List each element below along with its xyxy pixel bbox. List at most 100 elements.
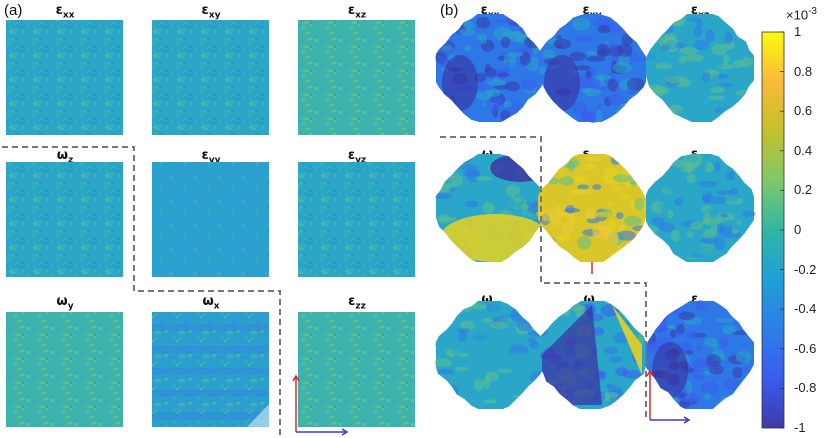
texture-spot (503, 100, 513, 108)
strain-map-zz (298, 312, 415, 427)
colorbar-tick-label: -0.2 (794, 261, 817, 277)
texture-spot (631, 392, 649, 400)
texture-spot (527, 398, 535, 411)
texture-spot (670, 17, 684, 27)
texture-spot (722, 54, 730, 65)
texture-spot (484, 326, 494, 334)
texture-spot (633, 57, 647, 62)
texture-spot (434, 358, 452, 367)
texture-spot (437, 201, 457, 209)
texture-spot (719, 336, 729, 349)
texture-spot (571, 101, 588, 115)
texture-spot (706, 207, 726, 213)
tile-subscript: xy (208, 10, 221, 21)
texture-spot (597, 25, 611, 34)
texture-spot (436, 397, 446, 409)
colorbar-exponent: ×10-3 (786, 6, 817, 22)
map-tile (298, 162, 415, 277)
texture-spot (458, 28, 476, 36)
tile-subscript: z (68, 155, 74, 166)
texture-spot (695, 299, 706, 311)
texture-spot (615, 367, 629, 377)
texture-spot (466, 169, 480, 183)
texture-spot (513, 394, 521, 400)
texture-spot (604, 392, 619, 398)
texture-spot (666, 39, 678, 50)
texture-spot (509, 351, 529, 361)
yellow-region (612, 305, 642, 375)
texture-spot (694, 245, 715, 259)
texture-spot (689, 221, 703, 230)
texture-spot (626, 397, 640, 410)
tile-subscript: x (213, 301, 220, 312)
texture-spot (627, 255, 643, 260)
texture-spot (731, 307, 749, 316)
texture-spot (463, 45, 472, 52)
texture-spot (684, 53, 704, 62)
strain-map-x (152, 312, 269, 427)
texture-spot (619, 102, 632, 110)
texture-spot (734, 89, 751, 96)
texture-spot (603, 346, 619, 355)
texture-spot (676, 110, 687, 121)
texture-spot (677, 246, 696, 259)
texture-spot (667, 209, 674, 219)
texture-spot (616, 230, 636, 241)
texture-spot (485, 97, 505, 111)
texture-spot (508, 197, 516, 210)
texture-spot (669, 328, 677, 339)
texture-spot (670, 230, 680, 242)
arrowhead (646, 369, 654, 377)
texture-spot (610, 155, 622, 166)
texture-spot (710, 86, 726, 94)
texture-spot (435, 368, 454, 375)
texture-spot (442, 44, 454, 52)
texture-spot (644, 157, 658, 171)
tile-symbol: ε (347, 148, 356, 163)
colorbar-tick-label: -1 (794, 420, 806, 435)
texture-spot (592, 16, 612, 27)
texture-spot (534, 15, 551, 29)
map-tile (298, 20, 415, 135)
texture-spot (740, 56, 753, 68)
texture-spot (613, 186, 622, 192)
texture-spot (720, 396, 727, 407)
blob-symbol: ε (691, 292, 699, 307)
texture-spot (646, 155, 659, 168)
texture-spot (744, 37, 751, 43)
texture-spot (437, 214, 450, 224)
texture-spot (703, 211, 712, 225)
texture-spot (442, 176, 453, 184)
texture-spot (656, 309, 667, 321)
texture-spot (488, 302, 499, 313)
arrowhead (341, 428, 349, 436)
texture-spot (685, 330, 698, 340)
texture-spot (700, 381, 719, 395)
colorbar-tick-label: 1 (794, 24, 802, 39)
map-tile (298, 312, 415, 427)
texture-spot (441, 38, 451, 47)
shape-map-xy (534, 14, 647, 124)
texture-spot (669, 397, 680, 407)
texture-spot (463, 21, 475, 30)
texture-spot (735, 350, 752, 363)
blob-symbol: ω (481, 292, 493, 307)
texture-spot (650, 243, 658, 253)
texture-spot (504, 61, 511, 68)
tile-label-x: ωx (152, 294, 270, 312)
texture-spot (569, 216, 577, 226)
texture-spot (634, 175, 648, 186)
texture-spot (475, 34, 483, 41)
texture-spot (692, 358, 711, 372)
texture-spot (571, 188, 592, 195)
texture-spot (495, 18, 516, 24)
tile-subscript: y (67, 301, 74, 312)
shape-map-x (535, 301, 649, 410)
texture-spot (562, 306, 571, 317)
tile-label-yy: εyy (152, 148, 270, 166)
texture-spot (520, 302, 536, 308)
texture-spot (659, 198, 671, 213)
texture-spot (523, 35, 544, 49)
texture-spot (734, 300, 752, 311)
strain-map-y (6, 312, 123, 427)
